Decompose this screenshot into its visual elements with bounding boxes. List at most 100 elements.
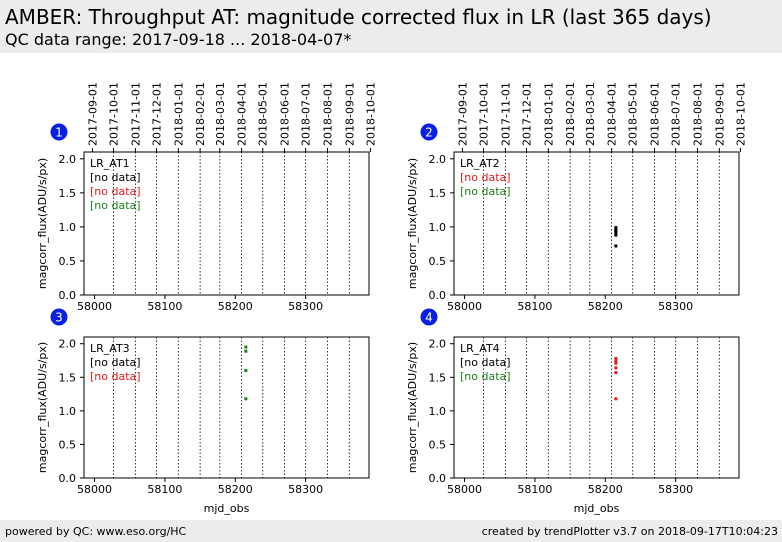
panel-1-badge [50,123,68,141]
panel-4-series-title: LR_AT4 [460,342,500,355]
panel-3-legend-entry: [no data] [90,370,141,383]
panel-1-date-tick-label: 2018-09-01 [343,82,356,146]
panel-1-date-tick-label: 2018-05-01 [257,82,270,146]
panel-1-y-tick-label: 2.0 [59,153,77,166]
panel-2-date-tick-label: 2018-06-01 [649,82,662,146]
panel-2-series-title: LR_AT2 [460,157,500,170]
panel-4-data-point [614,371,618,375]
footer-bar: powered by QC: www.eso.org/HC created by… [0,520,782,542]
panel-1-y-tick-label: 0.5 [59,255,77,268]
panel-2-y-tick-label: 0.0 [429,289,447,302]
panel-4-y-tick-label: 0.5 [429,438,447,451]
page-subtitle: QC data range: 2017-09-18 ... 2018-04-07… [5,30,352,49]
panel-4-x-tick-label: 58000 [447,483,482,496]
panel-3-x-axis-label: mjd_obs [204,502,250,515]
panel-2-badge [420,123,438,141]
panel-1-x-tick-label: 58300 [288,300,323,313]
panel-1-y-tick-label: 1.0 [59,221,77,234]
panel-2-y-axis-label: magcorr_flux(ADU/s/px) [406,158,419,289]
panel-2-y-tick-label: 1.0 [429,221,447,234]
panel-2-y-tick-label: 0.5 [429,255,447,268]
panel-1-y-tick-label: 1.5 [59,187,77,200]
panel-3-x-tick-label: 58100 [147,483,182,496]
panel-3-legend-entry: [no data] [90,356,141,369]
panel-4-x-tick-label: 58300 [658,483,693,496]
panel-2-date-tick-label: 2017-11-01 [499,82,512,146]
panel-3-y-tick-label: 1.0 [59,405,77,418]
panel-2-x-tick-label: 58100 [517,300,552,313]
panel-4-y-axis-label: magcorr_flux(ADU/s/px) [406,342,419,473]
panel-1-x-tick-label: 58000 [77,300,112,313]
panel-1-date-tick-label: 2017-11-01 [129,82,142,146]
panel-2-x-tick-label: 58000 [447,300,482,313]
panel-4-badge-label: 4 [425,311,433,325]
panel-3-y-axis-label: magcorr_flux(ADU/s/px) [36,342,49,473]
panel-1-date-tick-label: 2018-10-01 [364,82,377,146]
panel-3-x-tick-label: 58000 [77,483,112,496]
panel-1-date-tick-label: 2017-12-01 [150,82,163,146]
panel-1-date-tick-label: 2017-10-01 [108,82,121,146]
panel-2-date-tick-label: 2017-12-01 [520,82,533,146]
panel-4-data-point [614,361,618,365]
panel-2-date-tick-label: 2018-10-01 [734,82,747,146]
panel-4-data-point [614,366,618,370]
panel-2-data-point [614,226,618,230]
panel-1-date-tick-label: 2018-02-01 [194,82,207,146]
panel-4-x-tick-label: 58200 [588,483,623,496]
panel-2-data-point [614,244,618,248]
panel-4-legend-entry: [no data] [460,370,511,383]
panel-4-frame [453,336,740,479]
panel-2-y-tick-label: 1.5 [429,187,447,200]
panel-4-data-point [614,356,618,360]
panel-1-legend-entry: [no data] [90,185,141,198]
panel-1-frame [83,151,370,296]
panel-1-y-tick-label: 0.0 [59,289,77,302]
panel-2-date-tick-label: 2018-03-01 [584,82,597,146]
panel-3-x-tick-label: 58200 [218,483,253,496]
panel-1-date-tick-label: 2018-03-01 [214,82,227,146]
panel-2-date-tick-label: 2018-08-01 [691,82,704,146]
panel-3-badge-label: 3 [55,311,63,325]
panel-2-frame [453,151,740,296]
panel-2-date-tick-label: 2018-01-01 [542,82,555,146]
panel-1-date-tick-label: 2018-06-01 [279,82,292,146]
panel-3-x-tick-label: 58300 [288,483,323,496]
panel-4-data-point [614,397,618,401]
header-bar: AMBER: Throughput AT: magnitude correcte… [0,0,782,53]
panel-3-y-tick-label: 2.0 [59,338,77,351]
panel-2-data-point [614,233,618,237]
panel-2-date-tick-label: 2018-09-01 [713,82,726,146]
panel-1-date-tick-label: 2018-08-01 [321,82,334,146]
panel-1-date-tick-label: 2017-09-01 [86,82,99,146]
panel-1-series-title: LR_AT1 [90,157,130,170]
panel-2-date-tick-label: 2018-07-01 [670,82,683,146]
panel-1-legend-entry: [no data] [90,171,141,184]
panel-4-y-tick-label: 1.5 [429,371,447,384]
panel-4-y-tick-label: 1.0 [429,405,447,418]
panel-4-y-tick-label: 2.0 [429,338,447,351]
panel-3-y-tick-label: 1.5 [59,371,77,384]
footer-credit: powered by QC: www.eso.org/HC [5,525,187,538]
panel-1-x-tick-label: 58200 [218,300,253,313]
panel-1-legend-entry: [no data] [90,199,141,212]
panel-2-date-tick-label: 2017-10-01 [478,82,491,146]
panel-4-y-tick-label: 0.0 [429,472,447,485]
panel-1-y-axis-label: magcorr_flux(ADU/s/px) [36,158,49,289]
panel-4-x-tick-label: 58100 [517,483,552,496]
panel-4-legend-entry: [no data] [460,356,511,369]
page-title: AMBER: Throughput AT: magnitude correcte… [5,5,712,29]
panel-3-data-point [244,369,248,373]
panel-1-x-tick-label: 58100 [147,300,182,313]
footer-created: created by trendPlotter v3.7 on 2018-09-… [481,525,778,538]
panel-4-badge [420,308,438,326]
panel-2-legend-entry: [no data] [460,185,511,198]
panel-2-y-tick-label: 2.0 [429,153,447,166]
panel-1-date-tick-label: 2018-01-01 [172,82,185,146]
panel-2-date-tick-label: 2018-04-01 [606,82,619,146]
panel-2-x-tick-label: 58300 [658,300,693,313]
panel-2-badge-label: 2 [425,126,433,140]
chart-area: 2017-09-01 2017-10-01 2017-11-01 2017-12-01… [36,82,747,515]
panel-2-date-tick-label: 2017-09-01 [456,82,469,146]
panel-3-y-tick-label: 0.0 [59,472,77,485]
panel-2-legend-entry: [no data] [460,171,511,184]
